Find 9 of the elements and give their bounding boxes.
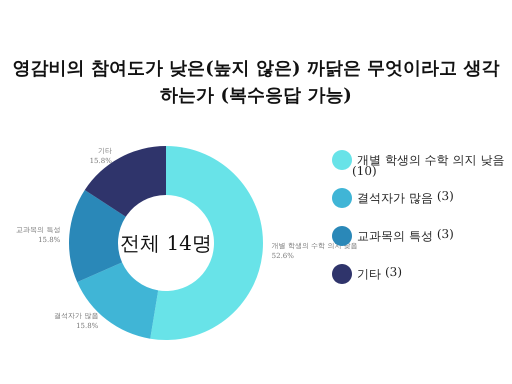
- text: (3): [436, 227, 454, 241]
- legend-label: 기타: [357, 267, 381, 281]
- legend-label: 교과목의 특성: [357, 229, 433, 243]
- text: (3): [436, 189, 454, 203]
- legend-label: 결석자가 많음: [357, 191, 433, 205]
- legend-label: 개별 학생의 수학 의지 낮음: [357, 153, 504, 167]
- text: (3): [385, 265, 402, 279]
- text: 전체 14명: [120, 231, 212, 255]
- chart-title: 영감비의 참여도가 낮은(높지 않은) 까닭은 무엇이라고 생각 하는가 (복수응답 가능): [12, 58, 500, 106]
